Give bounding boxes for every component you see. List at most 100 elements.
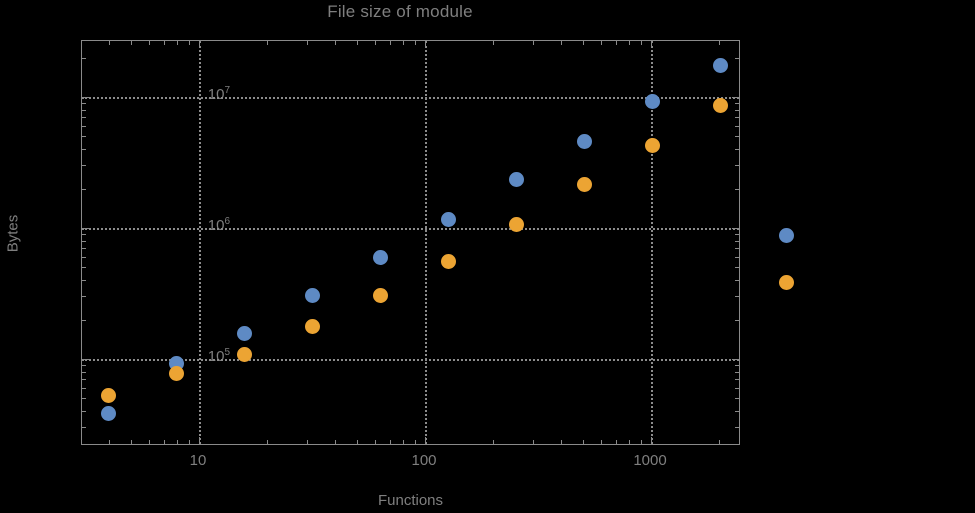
axis-tick [82,149,86,151]
data-point [508,216,524,232]
vertical-gridline [199,41,201,444]
axis-tick [735,248,739,250]
axis-tick [82,117,86,119]
axis-tick [130,41,132,45]
axis-tick [425,437,426,444]
axis-tick [414,41,416,45]
data-point [100,387,116,403]
axis-tick [188,41,190,45]
axis-tick [735,267,739,269]
axis-tick [109,41,111,45]
axis-tick [651,41,652,48]
axis-tick [735,379,739,381]
axis-tick [374,41,376,45]
x-tick-label: 1000 [633,452,667,469]
data-point [304,287,320,303]
axis-tick [735,257,739,259]
axis-tick [414,440,416,444]
axis-tick [600,41,602,45]
axis-tick [735,296,739,298]
axis-tick [735,126,739,128]
axis-tick [735,149,739,151]
axis-tick [82,228,89,229]
axis-tick [600,440,602,444]
axis-tick [177,440,179,444]
y-axis-title: Bytes [4,214,22,253]
axis-tick [148,41,150,45]
axis-tick [82,280,86,282]
axis-tick [82,319,86,321]
vertical-gridline [425,41,427,444]
axis-tick [199,437,200,444]
axis-tick [735,364,739,366]
axis-tick [735,117,739,119]
axis-tick [82,364,86,366]
axis-tick [640,41,642,45]
data-point [576,177,592,193]
axis-tick [615,440,617,444]
axis-tick [306,41,308,45]
axis-tick [82,109,86,111]
axis-tick [82,240,86,242]
axis-tick [82,257,86,259]
axis-tick [82,233,86,235]
axis-tick [82,248,86,250]
axis-tick [735,165,739,167]
axis-tick [82,411,86,413]
axis-tick [403,440,405,444]
data-point [644,137,660,153]
axis-tick [82,126,86,128]
axis-tick [82,379,86,381]
axis-tick [82,427,86,429]
axis-tick [177,41,179,45]
axis-tick [130,440,132,444]
axis-tick [735,109,739,111]
chart-title: File size of module [327,2,473,21]
data-point [168,366,184,382]
horizontal-gridline [82,97,739,99]
axis-tick [735,136,739,138]
axis-tick [735,102,739,104]
axis-tick [389,41,391,45]
data-point [778,274,794,290]
axis-tick [735,388,739,390]
data-point [236,325,252,341]
axis-tick [267,41,269,45]
axis-tick [335,41,337,45]
axis-tick [82,267,86,269]
axis-tick [163,41,165,45]
data-point [100,405,116,421]
data-point [576,133,592,149]
axis-tick [493,41,495,45]
axis-tick [493,440,495,444]
x-tick-label: 10 [189,452,207,469]
axis-tick [640,440,642,444]
axis-tick [82,388,86,390]
data-point [440,253,456,269]
axis-tick [732,359,739,360]
data-point [372,287,388,303]
axis-tick [148,440,150,444]
data-point [712,97,728,113]
x-axis-title: Functions [377,492,444,509]
axis-tick [735,427,739,429]
axis-tick [356,440,358,444]
axis-tick [199,41,200,48]
axis-tick [651,437,652,444]
data-point [644,94,660,110]
axis-tick [109,440,111,444]
axis-tick [403,41,405,45]
data-point [778,228,794,244]
data-point [236,346,252,362]
axis-tick [735,240,739,242]
data-point [440,211,456,227]
axis-tick [719,440,721,444]
plot-frame [81,40,740,445]
axis-tick [82,102,86,104]
data-point [304,318,320,334]
axis-tick [389,440,391,444]
axis-tick [82,371,86,373]
axis-tick [582,440,584,444]
axis-tick [629,41,631,45]
